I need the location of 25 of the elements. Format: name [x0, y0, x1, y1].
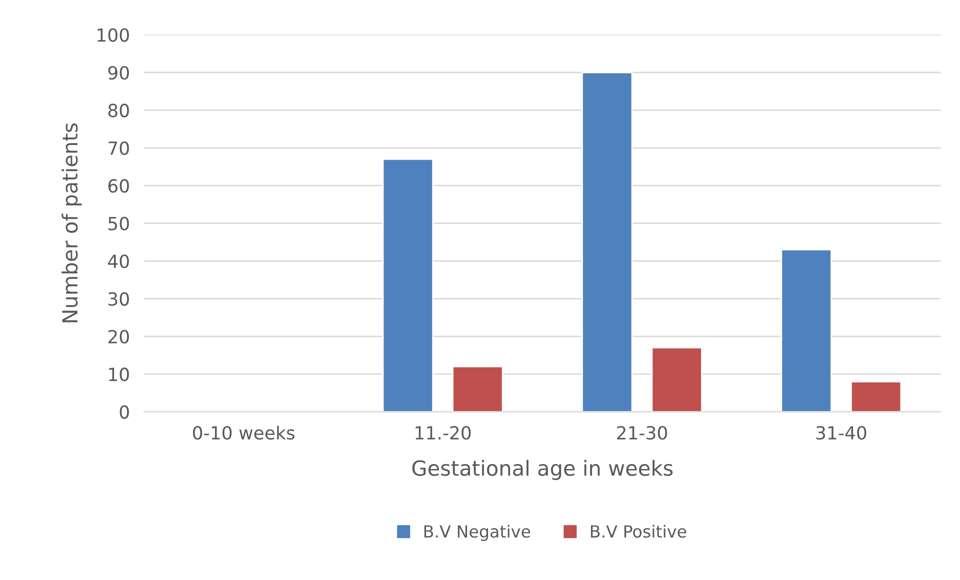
x-tick-label: 21-30	[617, 426, 668, 440]
y-tick-label: 80	[108, 104, 129, 118]
bar	[582, 72, 633, 412]
bar	[780, 248, 832, 412]
x-tick-label: 0-10 weeks	[193, 426, 294, 440]
x-tick-label: 11.-20	[416, 426, 471, 440]
bar	[452, 366, 504, 412]
y-tick-label: 30	[108, 292, 129, 306]
bar	[651, 347, 702, 412]
y-tick-label: 20	[108, 330, 129, 344]
x-tick-label: 31-40	[816, 426, 866, 440]
y-tick-label: 0	[120, 405, 129, 419]
y-tick-label: 10	[109, 368, 129, 382]
bar	[382, 158, 434, 412]
legend-label: B.V Negative	[424, 524, 530, 541]
y-axis-title: Number of patients	[62, 123, 82, 322]
x-axis-title: Gestational age in weeks	[412, 460, 673, 480]
y-tick-label: 100	[98, 28, 129, 42]
y-tick-label: 70	[108, 141, 129, 156]
y-tick-label: 60	[108, 179, 129, 193]
y-tick-label: 90	[108, 66, 129, 80]
legend-label: B.V Positive	[590, 524, 686, 538]
bar	[850, 380, 902, 412]
y-tick-label: 50	[108, 216, 129, 230]
y-tick-label: 40	[108, 254, 129, 268]
